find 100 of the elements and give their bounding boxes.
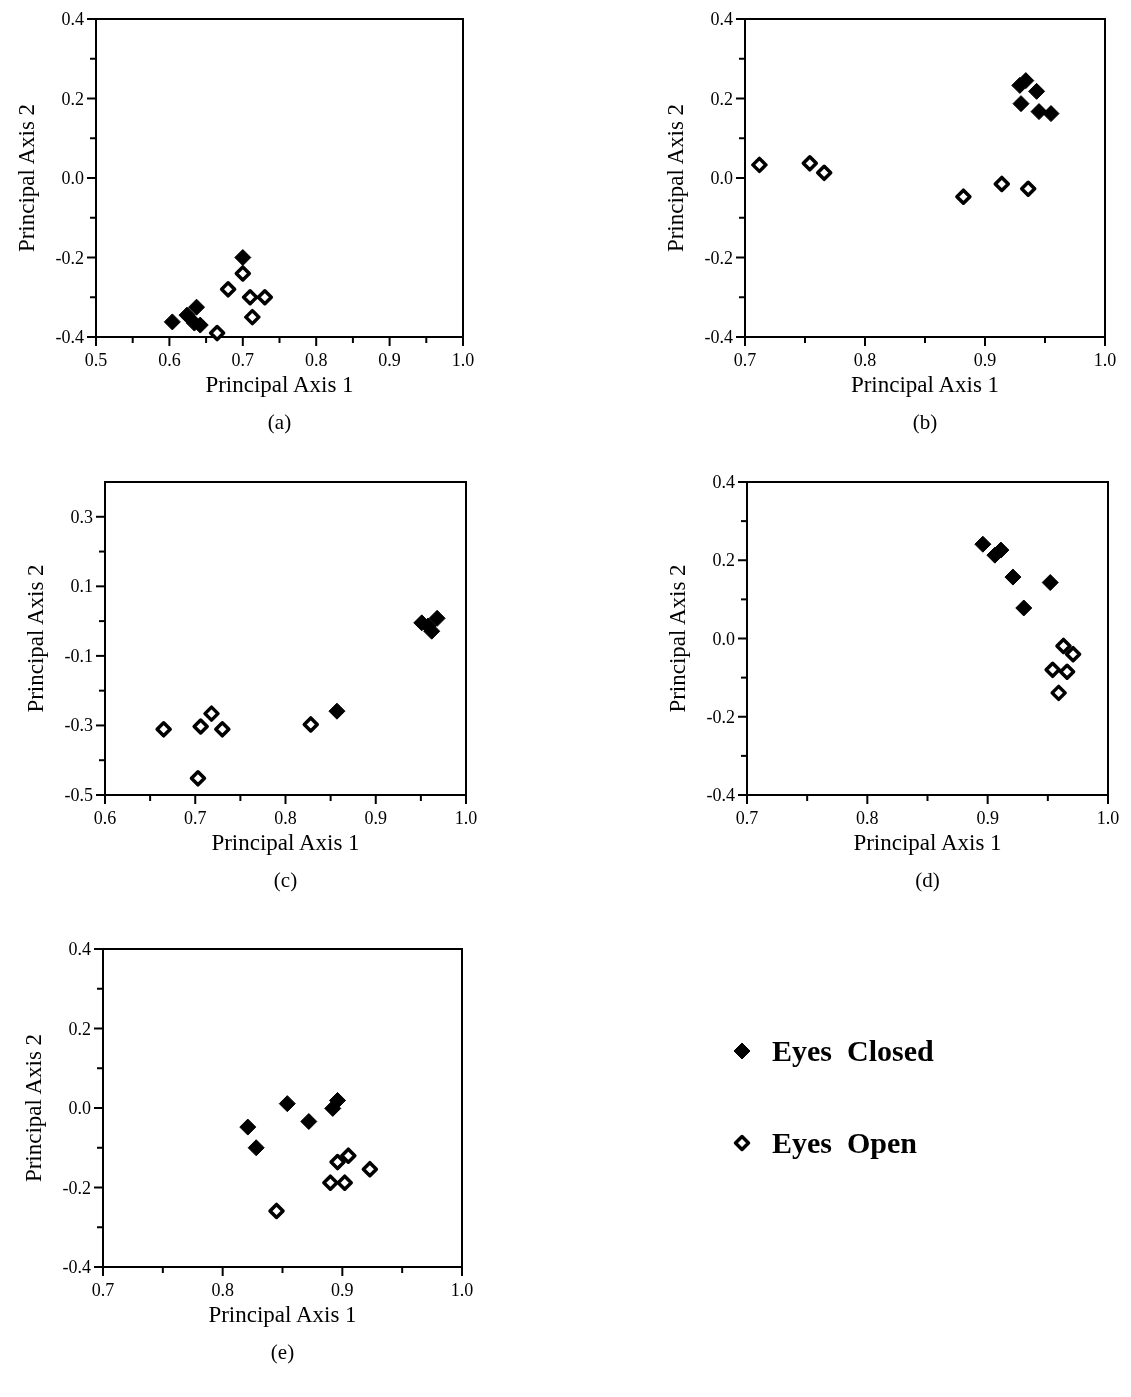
point xyxy=(751,156,768,174)
y-tick-label: 0.2 xyxy=(68,1018,91,1039)
y-tick-label: -0.2 xyxy=(706,706,735,727)
x-tick-label: 0.6 xyxy=(93,808,117,828)
point xyxy=(1012,95,1030,113)
y-tick-label: 0.1 xyxy=(70,576,93,597)
point xyxy=(993,175,1011,193)
x-tick-label: 0.7 xyxy=(733,350,757,370)
point xyxy=(329,1091,347,1109)
point xyxy=(1058,663,1076,681)
point xyxy=(214,721,231,738)
x-tick-label: 0.7 xyxy=(735,808,759,828)
y-tick-label: -0.4 xyxy=(62,1257,91,1277)
point xyxy=(1030,103,1048,121)
x-tick-label: 0.9 xyxy=(973,350,997,370)
x-tick-label: 0.8 xyxy=(274,808,297,828)
point xyxy=(336,1174,353,1191)
x-tick-label: 0.6 xyxy=(158,350,181,370)
x-axis-title: Principal Axis 1 xyxy=(850,372,1000,397)
x-tick-label: 1.0 xyxy=(454,808,478,828)
point xyxy=(268,1202,285,1220)
point xyxy=(234,265,252,282)
y-tick-label: 0.0 xyxy=(68,1098,91,1118)
point xyxy=(278,1095,296,1113)
point xyxy=(974,535,992,553)
y-tick-label: 0.2 xyxy=(712,550,735,571)
point xyxy=(1044,661,1061,679)
legend-label: Eyes Closed xyxy=(772,1034,934,1067)
y-axis-title: Principal Axis 2 xyxy=(21,1033,46,1183)
point xyxy=(1019,180,1037,197)
x-tick-label: 0.7 xyxy=(231,350,255,370)
point xyxy=(234,249,252,266)
x-tick-label: 0.8 xyxy=(304,350,328,370)
point xyxy=(302,716,320,733)
y-tick-label: -0.4 xyxy=(706,785,735,805)
legend-label: Eyes Open xyxy=(772,1126,918,1159)
point xyxy=(340,1147,357,1164)
point xyxy=(328,702,346,720)
y-tick-label: -0.2 xyxy=(704,247,733,268)
point xyxy=(155,721,172,738)
point xyxy=(300,1113,318,1131)
text: (e) xyxy=(270,1340,295,1364)
point xyxy=(189,770,207,787)
text: (a) xyxy=(267,410,292,434)
x-tick-label: 1.0 xyxy=(450,1280,474,1300)
point xyxy=(815,164,833,182)
point xyxy=(1064,645,1082,663)
x-tick-label: 0.7 xyxy=(184,808,207,828)
y-tick-label: -0.1 xyxy=(64,645,93,666)
point xyxy=(203,705,220,722)
y-tick-label: 0.4 xyxy=(710,9,733,29)
point xyxy=(1042,105,1060,123)
x-tick-label: 0.8 xyxy=(211,1280,234,1300)
point xyxy=(1015,599,1033,617)
point xyxy=(256,289,274,306)
y-tick-label: 0.4 xyxy=(712,472,735,492)
point xyxy=(1017,72,1035,90)
x-tick-label: 0.8 xyxy=(856,808,879,828)
point xyxy=(188,298,206,316)
y-tick-label: 0.0 xyxy=(61,168,84,188)
y-tick-label: -0.4 xyxy=(704,327,733,347)
point xyxy=(361,1160,379,1178)
x-tick-label: 1.0 xyxy=(1096,808,1120,828)
y-tick-label: 0.4 xyxy=(61,9,84,29)
y-tick-label: 0.2 xyxy=(710,88,733,109)
x-tick-label: 0.8 xyxy=(853,350,877,370)
point xyxy=(244,308,261,326)
point xyxy=(241,289,259,306)
point xyxy=(192,718,209,735)
y-axis-title: Principal Axis 2 xyxy=(663,103,688,253)
y-tick-label: -0.2 xyxy=(62,1177,91,1198)
x-axis-title: Principal Axis 1 xyxy=(208,1302,357,1327)
point xyxy=(163,313,181,331)
text: (b) xyxy=(912,410,938,434)
x-axis-title: Principal Axis 1 xyxy=(853,830,1002,855)
x-tick-label: 0.9 xyxy=(976,808,999,828)
point xyxy=(329,1153,346,1171)
point xyxy=(955,188,972,205)
y-tick-label: 0.2 xyxy=(61,88,84,109)
y-tick-label: 0.3 xyxy=(70,506,93,527)
point xyxy=(1028,82,1046,100)
y-tick-label: 0.0 xyxy=(712,628,735,649)
x-tick-label: 0.9 xyxy=(378,350,401,370)
x-tick-label: 0.7 xyxy=(91,1280,115,1300)
point xyxy=(208,324,226,342)
point xyxy=(428,609,446,627)
x-tick-label: 0.5 xyxy=(84,350,108,370)
point xyxy=(801,155,819,172)
y-axis-title: Principal Axis 2 xyxy=(665,564,690,713)
point xyxy=(247,1139,265,1157)
text: (c) xyxy=(273,868,298,892)
x-axis-title: Principal Axis 1 xyxy=(211,830,360,855)
x-tick-label: 0.9 xyxy=(331,1280,354,1300)
x-tick-label: 0.9 xyxy=(364,808,387,828)
point xyxy=(1004,568,1022,586)
y-axis-title: Principal Axis 2 xyxy=(23,564,48,713)
y-tick-label: 0.0 xyxy=(710,168,733,188)
y-tick-label: -0.4 xyxy=(55,327,84,347)
x-axis-title: Principal Axis 1 xyxy=(205,372,354,397)
x-tick-label: 1.0 xyxy=(451,350,475,370)
